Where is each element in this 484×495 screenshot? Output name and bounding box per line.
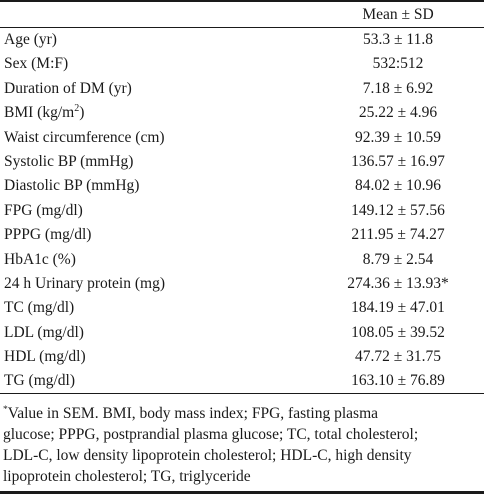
table-row: Duration of DM (yr) 7.18 ± 6.92 [0, 77, 484, 101]
table-body: Age (yr) 53.3 ± 11.8 Sex (M:F) 532:512 D… [0, 28, 484, 394]
table-row: HbA1c (%) 8.79 ± 2.54 [0, 248, 484, 272]
table-row: Systolic BP (mmHg) 136.57 ± 16.97 [0, 150, 484, 174]
row-label: BMI (kg/m2) [4, 101, 84, 125]
footnote-line: LDL-C, low density lipoprotein cholester… [3, 447, 412, 464]
row-value: 274.36 ± 13.93* [347, 274, 449, 292]
table-row: TC (mg/dl) 184.19 ± 47.01 [0, 296, 484, 320]
table-row: TG (mg/dl) 163.10 ± 76.89 [0, 369, 484, 393]
footnote-line: *Value in SEM. BMI, body mass index; FPG… [3, 403, 481, 424]
row-value: 136.57 ± 16.97 [351, 152, 445, 170]
table-row: Diastolic BP (mmHg) 84.02 ± 10.96 [0, 174, 484, 198]
table-row: PPPG (mg/dl) 211.95 ± 74.27 [0, 223, 484, 247]
table-header-row: Mean ± SD [0, 2, 484, 27]
table-row: 24 h Urinary protein (mg) 274.36 ± 13.93… [0, 272, 484, 296]
footnote-line: lipoprotein cholesterol; TG, triglycerid… [3, 468, 251, 485]
body-end-rule [0, 393, 484, 394]
row-value: 184.19 ± 47.01 [351, 299, 445, 317]
row-label-close: ) [79, 104, 85, 122]
row-value: 8.79 ± 2.54 [362, 250, 434, 268]
table-row: HDL (mg/dl) 47.72 ± 31.75 [0, 345, 484, 369]
row-label: PPPG (mg/dl) [4, 226, 92, 244]
row-label: Duration of DM (yr) [4, 79, 132, 97]
row-label: TG (mg/dl) [4, 372, 76, 390]
row-value: 25.22 ± 4.96 [358, 104, 438, 122]
footnote-line: glucose; PPPG, postprandial plasma gluco… [3, 426, 419, 443]
row-value: 211.95 ± 74.27 [351, 226, 445, 244]
table-row: Waist circumference (cm) 92.39 ± 10.59 [0, 126, 484, 150]
table-footnote: *Value in SEM. BMI, body mass index; FPG… [3, 403, 481, 487]
footnote-mark: * [3, 404, 8, 415]
row-label: Waist circumference (cm) [4, 128, 165, 146]
table-row: FPG (mg/dl) 149.12 ± 57.56 [0, 199, 484, 223]
row-value: 532:512 [372, 55, 424, 73]
row-label: 24 h Urinary protein (mg) [4, 274, 165, 292]
row-label: Age (yr) [4, 31, 57, 48]
row-label: TC (mg/dl) [4, 299, 75, 317]
table-top-rule [0, 0, 484, 2]
row-label: HDL (mg/dl) [4, 348, 86, 366]
row-label: HbA1c (%) [4, 250, 76, 268]
table-row: BMI (kg/m2) 25.22 ± 4.96 [0, 101, 484, 125]
row-label: Systolic BP (mmHg) [4, 152, 134, 170]
row-label: Diastolic BP (mmHg) [4, 177, 140, 195]
row-value: 163.10 ± 76.89 [351, 372, 445, 390]
row-value: 47.72 ± 31.75 [354, 348, 441, 366]
row-label-superscript: 2 [74, 103, 80, 115]
table-row: Sex (M:F) 532:512 [0, 52, 484, 76]
column-header-mean-sd: Mean ± SD [362, 6, 434, 23]
row-value: 149.12 ± 57.56 [351, 201, 445, 219]
header-rule [0, 27, 484, 28]
table-row: Age (yr) 53.3 ± 11.8 [0, 28, 484, 52]
row-label-text: BMI (kg/m [4, 104, 75, 122]
row-value: 108.05 ± 39.52 [351, 323, 445, 341]
table-bottom-rule [0, 491, 484, 494]
row-label: Sex (M:F) [4, 55, 69, 73]
row-label: LDL (mg/dl) [4, 323, 84, 341]
row-value: 7.18 ± 6.92 [362, 79, 434, 97]
row-value: 53.3 ± 11.8 [363, 31, 433, 48]
footnote-line-text: Value in SEM. BMI, body mass index; FPG,… [7, 405, 379, 422]
row-value: 92.39 ± 10.59 [354, 128, 441, 146]
row-label: FPG (mg/dl) [4, 201, 83, 219]
row-value: 84.02 ± 10.96 [354, 177, 441, 195]
table-row: LDL (mg/dl) 108.05 ± 39.52 [0, 321, 484, 345]
